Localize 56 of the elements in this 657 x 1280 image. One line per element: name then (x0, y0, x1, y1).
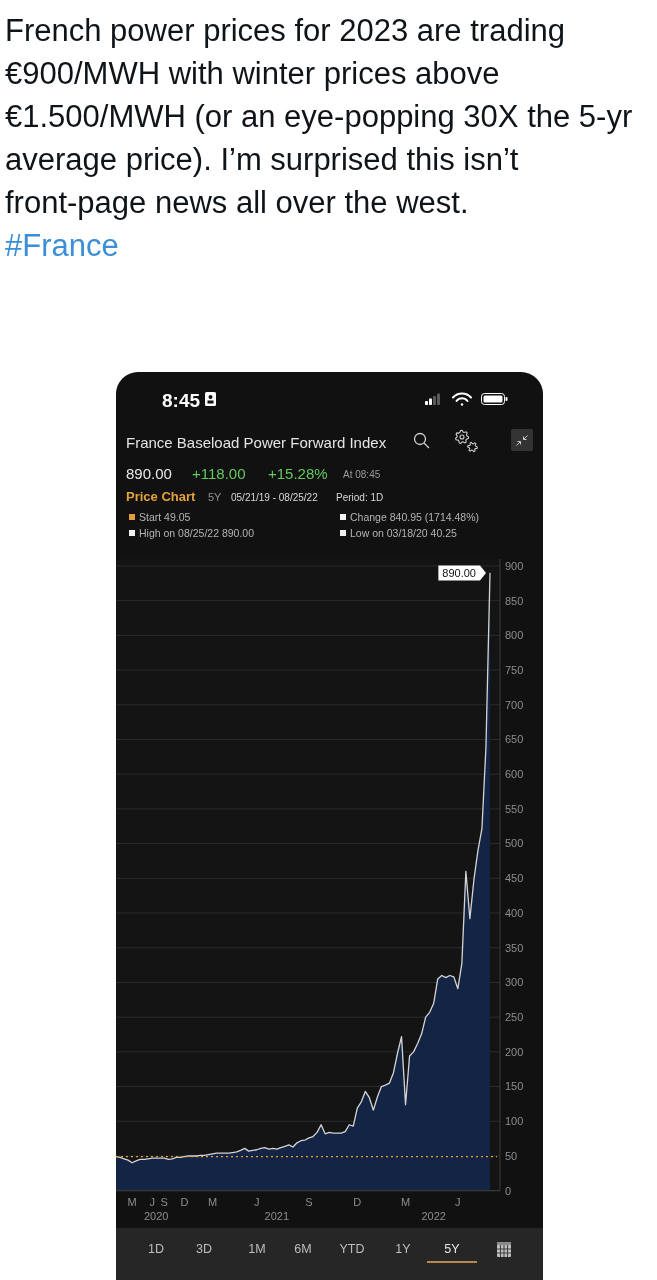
text: Period: 1D (336, 492, 384, 503)
text: +118.00 (192, 465, 246, 482)
y-tick-label: 350 (505, 941, 524, 954)
text: Price Chart (126, 489, 197, 504)
y-tick-label: 0 (505, 1184, 512, 1197)
text: 1M (248, 1242, 266, 1256)
y-tick-label: 200 (505, 1045, 524, 1058)
y-tick-label: 100 (505, 1115, 524, 1128)
x-tick-label: D (353, 1196, 362, 1208)
x-tick-label: M (400, 1196, 411, 1208)
y-tick-label: 400 (505, 906, 524, 919)
text: 5Y (444, 1242, 461, 1256)
text: 2020 (143, 1210, 169, 1222)
text: 05/21/19 - 08/25/22 (231, 492, 319, 503)
text: At 08:45 (343, 469, 381, 480)
y-tick-label: 900 (505, 559, 524, 572)
y-tick-label: 750 (505, 663, 524, 676)
y-tick-label: 250 (505, 1011, 524, 1024)
chart-title: France Baseload Power Forward Index (126, 434, 387, 451)
text: 5Y (208, 491, 223, 503)
x-tick-label: M (127, 1196, 137, 1208)
text: Change 840.95 (1714.48%) (350, 511, 480, 523)
y-tick-label: 550 (505, 802, 524, 815)
x-tick-label: J (149, 1196, 155, 1208)
y-tick-label: 850 (505, 594, 524, 607)
y-tick-label: 800 (505, 629, 524, 642)
y-tick-label: 650 (505, 733, 524, 746)
text: #France (5, 228, 119, 263)
x-tick-label: S (305, 1196, 313, 1208)
text: Low on 03/18/20 40.25 (350, 527, 457, 539)
x-tick-label: D (180, 1196, 189, 1208)
text: French power prices for 2023 are trading €900/MWH with winter prices above €1.500/MWH (or an eye-popping 30X the 5-yr average price). I’m surprised this isn’t front-page news all over the west. (5, 13, 633, 220)
y-tick-label: 150 (505, 1080, 524, 1093)
y-tick-label: 50 (505, 1149, 518, 1162)
text: 8:45 (162, 390, 201, 411)
y-tick-label: 700 (505, 698, 524, 711)
text: Start 49.05 (139, 511, 191, 523)
x-tick-label: J (455, 1196, 461, 1208)
annotation: 890.00 (442, 566, 477, 579)
text: +15.28% (268, 465, 328, 482)
y-tick-label: 600 (505, 768, 524, 781)
text: 890.00 (126, 465, 172, 482)
text: 2022 (421, 1210, 446, 1222)
y-tick-label: 300 (505, 976, 524, 989)
x-tick-label: S (160, 1196, 168, 1208)
x-tick-label: M (207, 1196, 218, 1208)
text: 2021 (264, 1210, 290, 1222)
text: 6M (294, 1242, 312, 1256)
text: High on 08/25/22 890.00 (139, 527, 255, 539)
y-tick-label: 450 (505, 872, 524, 885)
text: 1Y (395, 1242, 412, 1256)
x-tick-label: J (254, 1196, 260, 1208)
text: 1D (148, 1242, 164, 1256)
text: 3D (196, 1242, 212, 1256)
y-tick-label: 500 (505, 837, 524, 850)
text: YTD (339, 1242, 365, 1256)
